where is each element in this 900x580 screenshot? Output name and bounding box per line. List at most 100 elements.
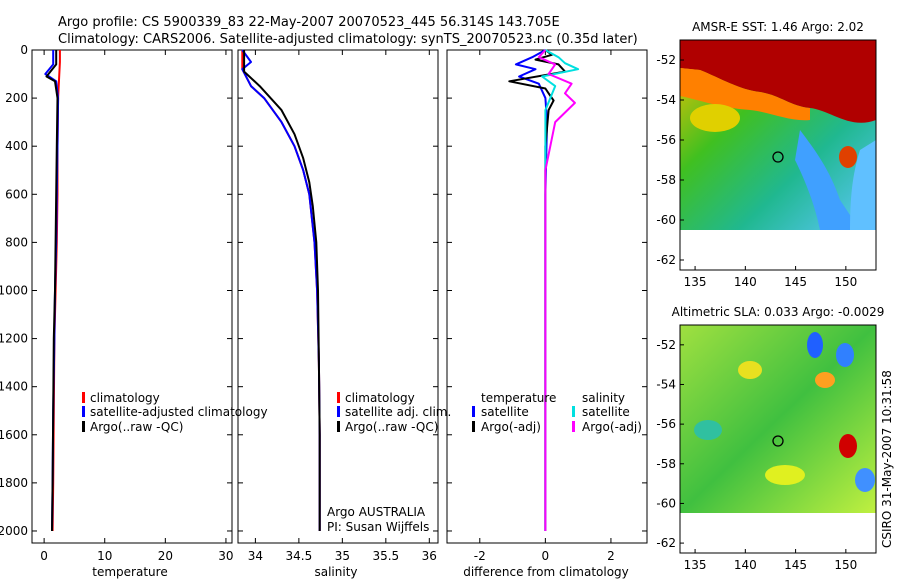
map-lat-label: -56: [656, 133, 676, 147]
sst-orange-band: [680, 68, 810, 121]
legend-label-satellite: satellite-adjusted climatology: [90, 405, 268, 419]
depth-tick-label: 800: [5, 235, 28, 249]
pi-annotation: PI: Susan Wijffels: [327, 520, 429, 534]
sla-blue-eddy-1: [807, 332, 823, 358]
depth-tick-label: 400: [5, 139, 28, 153]
series-line: [508, 49, 566, 531]
legend-swatch-sal-satellite: [572, 406, 575, 417]
legend-title-temperature: temperature: [481, 391, 556, 405]
map-lon-label: 150: [834, 275, 857, 289]
x-tick-label: 10: [97, 549, 112, 563]
x-tick-label: 35.5: [372, 549, 399, 563]
series-line: [537, 49, 576, 531]
legend-swatch-climatology: [337, 392, 340, 403]
map-lon-label: 140: [734, 275, 757, 289]
legend-label-climatology: climatology: [345, 391, 415, 405]
sla-map-ticks: 135 140 145 150 -52 -54 -56 -58 -60 -62: [656, 338, 857, 572]
temperature-legend: climatology satellite-adjusted climatolo…: [82, 391, 268, 434]
map-lat-label: -62: [656, 536, 676, 550]
sla-float-marker: [772, 435, 784, 447]
map-lat-label: -52: [656, 53, 676, 67]
depth-tick-label: 1600: [0, 428, 28, 442]
sst-yellow-patch: [690, 104, 740, 132]
legend-swatch-sal-argo: [572, 421, 575, 432]
x-tick-label: 2: [607, 549, 615, 563]
depth-tick-label: 600: [5, 187, 28, 201]
timestamp-stamp: CSIRO 31-May-2007 10:31:58: [880, 370, 894, 548]
x-tick-label: 0: [40, 549, 48, 563]
sla-map-title: Altimetric SLA: 0.033 Argo: -0.0029: [672, 305, 885, 319]
x-tick-label: 20: [158, 549, 173, 563]
depth-tick-label: 1200: [0, 332, 28, 346]
legend-swatch-argo: [82, 421, 85, 432]
legend-label-temp-satellite: satellite: [481, 405, 529, 419]
x-tick-label: 0: [542, 549, 550, 563]
sla-blue-eddy-2: [836, 343, 854, 367]
sla-orange-2: [738, 361, 762, 379]
legend-label-sal-satellite: satellite: [582, 405, 630, 419]
map-lat-label: -52: [656, 338, 676, 352]
legend-label-argo: Argo(..raw -QC): [90, 420, 183, 434]
salinity-legend: climatology satellite adj. clim. Argo(..…: [327, 391, 451, 534]
legend-label-climatology: climatology: [90, 391, 160, 405]
sst-map-frame: [679, 39, 877, 271]
sla-red-eddy: [839, 434, 857, 458]
series-line: [514, 49, 548, 531]
x-tick-label: 36: [422, 549, 437, 563]
difference-legend: temperature satellite Argo(-adj) salinit…: [472, 391, 642, 434]
difference-xlabel: difference from climatology: [463, 565, 629, 579]
sla-orange-1: [815, 372, 835, 388]
sst-warm-eddy: [839, 146, 857, 168]
legend-swatch-satellite: [337, 406, 340, 417]
depth-tick-label: 2000: [0, 524, 28, 538]
x-tick-label: 35: [335, 549, 350, 563]
title-line-2: Climatology: CARS2006. Satellite-adjuste…: [58, 32, 638, 47]
legend-label-temp-argo: Argo(-adj): [481, 420, 541, 434]
series-line: [241, 49, 321, 531]
sla-no-data: [680, 513, 876, 553]
map-lat-label: -60: [656, 213, 676, 227]
map-lat-label: -54: [656, 377, 676, 391]
map-lon-label: 150: [834, 558, 857, 572]
temperature-axes: [31, 49, 233, 544]
series-line: [45, 50, 59, 532]
legend-label-sal-argo: Argo(-adj): [582, 420, 642, 434]
sst-warm-region: [680, 40, 876, 123]
legend-label-satellite: satellite adj. clim.: [345, 405, 451, 419]
sst-map-ticks: 135 140 145 150 -52 -54 -56 -58 -60 -62: [656, 53, 857, 289]
salinity-xlabel: salinity: [314, 565, 357, 579]
sla-cyan-patch: [694, 420, 722, 440]
map-lat-label: -60: [656, 496, 676, 510]
salinity-axes: [237, 49, 439, 544]
sla-map-frame: [679, 324, 877, 554]
map-lat-label: -58: [656, 457, 676, 471]
map-lat-label: -62: [656, 253, 676, 267]
depth-tick-label: 1000: [0, 283, 28, 297]
depth-tick-label: 1800: [0, 476, 28, 490]
series-line: [243, 50, 321, 531]
series-layer: [44, 49, 580, 532]
legend-label-argo: Argo(..raw -QC): [345, 420, 438, 434]
temperature-xlabel: temperature: [92, 565, 167, 579]
x-tick-label: 34: [248, 549, 263, 563]
depth-tick-label: 1400: [0, 380, 28, 394]
depth-axis: 0 200 400 600 800 1000 1200 1400 1600 1800 2000: [0, 43, 28, 538]
map-lat-label: -54: [656, 93, 676, 107]
sst-cold-edge: [850, 140, 876, 230]
legend-swatch-climatology: [82, 392, 85, 403]
sst-map-title: AMSR-E SST: 1.46 Argo: 2.02: [692, 20, 864, 34]
map-lon-label: 135: [684, 275, 707, 289]
legend-swatch-temp-satellite: [472, 406, 475, 417]
map-lat-label: -56: [656, 417, 676, 431]
sst-no-data: [680, 230, 876, 270]
legend-swatch-satellite: [82, 406, 85, 417]
map-lon-label: 140: [734, 558, 757, 572]
series-line: [541, 49, 580, 531]
map-lon-label: 135: [684, 558, 707, 572]
map-lon-label: 145: [784, 558, 807, 572]
x-tick-label: 34.5: [286, 549, 313, 563]
legend-swatch-argo: [337, 421, 340, 432]
x-tick-label: 30: [218, 549, 233, 563]
sst-float-marker: [772, 151, 784, 163]
